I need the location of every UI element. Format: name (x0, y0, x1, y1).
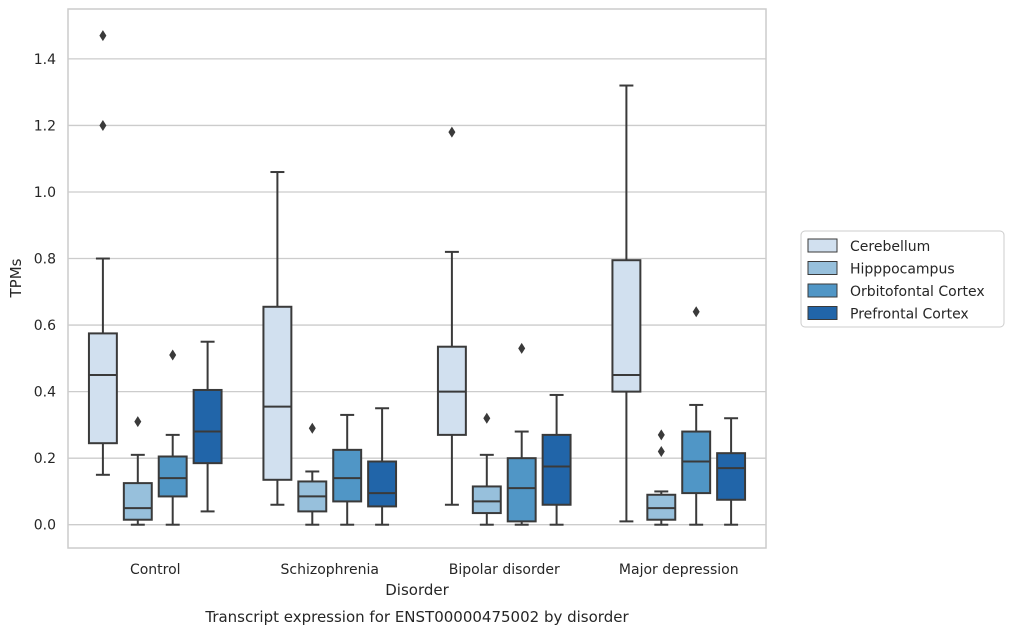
box-iqr (262, 305, 293, 481)
outlier-point (483, 412, 491, 424)
legend-swatch (807, 238, 838, 253)
box-iqr (611, 259, 642, 393)
box-1-0 (262, 171, 293, 506)
x-tick-label: Major depression (619, 562, 739, 578)
legend-label: Prefrontal Cortex (850, 307, 969, 323)
box-iqr (541, 433, 572, 506)
y-tick-label: 0.4 (34, 385, 56, 401)
x-axis-label: Disorder (385, 581, 449, 599)
x-tick-labels: Control Schizophrenia Bipolar disorder Majo… (130, 562, 739, 578)
outlier-point (308, 422, 316, 434)
box-3-0 (611, 84, 642, 523)
y-tick-label: 1.2 (34, 118, 56, 134)
outlier-point (657, 429, 665, 441)
legend-swatch (807, 261, 838, 275)
plot-area (87, 30, 747, 526)
outlier-point (169, 349, 177, 361)
x-tick-label: Control (130, 562, 181, 578)
legend-label: Cerebellum (850, 239, 930, 255)
legend-label: Orbitofontal Cortex (850, 284, 985, 300)
y-tick-label: 0.0 (34, 518, 56, 534)
outlier-point (448, 126, 456, 138)
outlier-point (518, 342, 526, 354)
axes-frame (67, 8, 767, 549)
box-1-1 (297, 422, 328, 526)
box-1-2 (332, 413, 363, 526)
outlier-point (657, 446, 665, 458)
box-1-3 (367, 407, 398, 526)
box-2-2 (506, 342, 537, 526)
chart-title: Transcript expression for ENST0000047500… (204, 608, 629, 626)
y-tick-label: 0.2 (34, 451, 56, 467)
y-tick-label: 1.4 (34, 52, 56, 68)
box-3-1 (646, 429, 677, 526)
box-iqr (192, 388, 223, 465)
box-2-3 (541, 393, 572, 526)
box-iqr (367, 460, 398, 508)
box-iqr (122, 482, 153, 521)
box-iqr (506, 457, 537, 523)
box-iqr (471, 485, 502, 515)
outlier-point (99, 119, 107, 131)
y-tick-label: 1.0 (34, 185, 56, 201)
y-axis-label: TPMs (7, 258, 25, 298)
box-iqr (332, 448, 363, 503)
outlier-point (99, 30, 107, 42)
box-0-1 (122, 416, 153, 526)
y-tick-label: 0.6 (34, 318, 56, 334)
legend-label: Hipppocampus (850, 262, 955, 278)
box-3-3 (716, 417, 747, 526)
y-tick-labels: 0.0 0.2 0.4 0.6 0.8 1.0 1.2 1.4 (34, 52, 56, 534)
box-2-0 (436, 126, 467, 506)
legend-frame (800, 230, 1005, 328)
box-iqr (157, 455, 188, 498)
legend: Cerebellum Hipppocampus Orbitofontal Corte… (800, 230, 1005, 328)
y-tick-label: 0.8 (34, 252, 56, 268)
box-0-3 (192, 340, 223, 513)
box-iqr (87, 332, 118, 445)
box-0-2 (157, 349, 188, 526)
x-tick-label: Schizophrenia (281, 562, 379, 578)
box-3-2 (681, 306, 712, 526)
x-tick-label: Bipolar disorder (449, 562, 560, 578)
box-iqr (716, 452, 747, 501)
legend-swatch (807, 283, 838, 298)
box-2-1 (471, 412, 502, 526)
box-0-0 (87, 30, 118, 476)
outlier-point (692, 306, 700, 318)
outlier-point (134, 416, 142, 428)
legend-swatch (807, 306, 838, 320)
